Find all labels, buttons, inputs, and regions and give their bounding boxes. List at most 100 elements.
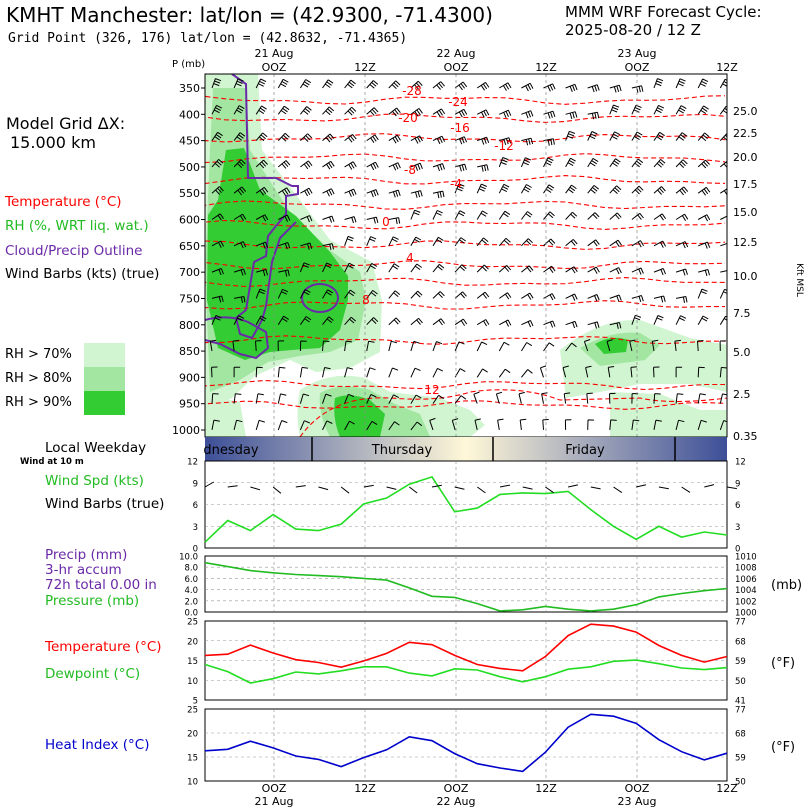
wind-barb	[675, 186, 689, 196]
wind-barb	[565, 111, 578, 120]
surface-wind-barb	[431, 484, 442, 488]
wind-barb	[344, 316, 357, 326]
wind-barb	[322, 160, 335, 170]
wind-barb	[255, 419, 265, 431]
wind-barb	[697, 340, 704, 352]
temperature-contour-label: -28	[402, 84, 422, 98]
wind-barb	[719, 132, 727, 141]
wind-barb	[675, 213, 689, 221]
temperature-contour	[205, 335, 726, 345]
height-tick-label: 12.5	[733, 236, 758, 249]
pressure-tick-label: 650	[179, 240, 200, 253]
pressure-tick-label: 900	[179, 371, 200, 384]
wind-barb	[719, 366, 727, 378]
weekday-gradient	[205, 437, 727, 461]
temperature-contour	[205, 300, 725, 310]
wind-barb	[410, 394, 422, 404]
rh-70-swatch	[84, 343, 125, 367]
wind-barb	[498, 368, 511, 378]
temperature-contour	[299, 389, 727, 437]
wind-barb	[653, 240, 667, 248]
right-tick-label: 9	[735, 479, 740, 489]
pressure-line	[204, 561, 728, 612]
wind-barb	[565, 320, 578, 329]
right-tick-label: 0	[735, 545, 740, 555]
surface-wind-barb	[363, 484, 374, 488]
wind-barb	[476, 319, 490, 327]
wind-barb	[255, 132, 268, 142]
wind-barb	[498, 157, 509, 168]
wind-barb	[653, 159, 666, 168]
wind-barb	[322, 289, 334, 299]
wind-barb	[676, 296, 688, 303]
wind-barb	[631, 158, 644, 168]
height-tick-label: 17.5	[733, 178, 758, 191]
height-tick-label: 7.5	[733, 307, 751, 320]
wind-barb	[473, 391, 480, 404]
wind-barb	[277, 160, 291, 169]
wind-barb	[631, 267, 644, 275]
wind-barb	[344, 367, 354, 378]
wind-barb	[631, 185, 644, 195]
wind-barb	[211, 159, 224, 168]
left-tick-label: 10	[187, 778, 198, 788]
top-date-label: 21 Aug	[255, 47, 294, 60]
surface-wind-barb	[613, 486, 623, 494]
wind-barb	[299, 366, 308, 378]
right-tick-label: 1006	[735, 575, 757, 585]
wind-barb	[432, 263, 445, 273]
right-tick-label: 1000	[735, 609, 757, 619]
wind-barb	[565, 83, 578, 92]
height-tick-label: 15.0	[733, 206, 758, 219]
wind-barb	[322, 340, 330, 352]
wind-speed-label: Wind Spd (kts)	[45, 473, 144, 489]
wind-barb	[631, 240, 645, 248]
surface-wind-barb	[522, 486, 533, 490]
wind-barb	[344, 134, 357, 143]
wind-barb	[543, 110, 556, 119]
wind-barb	[388, 80, 401, 90]
wind-barb	[344, 106, 357, 116]
wind-barb	[322, 215, 335, 223]
wind-barb	[432, 394, 444, 404]
wind-barb	[388, 217, 401, 225]
wind-barb	[366, 216, 379, 224]
wind-barb	[719, 288, 727, 299]
wind-barb	[543, 320, 556, 328]
wind-barb	[587, 185, 600, 194]
wind-barb	[719, 105, 727, 115]
wind-barb	[498, 265, 512, 273]
wind-barb	[542, 419, 549, 430]
top-time-label: OOZ	[444, 61, 469, 74]
wind-barb	[255, 159, 268, 169]
wind-barb	[697, 214, 711, 222]
temperature-contour	[205, 175, 726, 185]
wind-barb	[410, 290, 423, 299]
wind-barb	[410, 162, 423, 171]
wind-barb	[233, 366, 241, 378]
wind-barb	[278, 214, 291, 222]
wind-barb	[322, 262, 333, 273]
bottom-time-label: 12Z	[354, 782, 376, 795]
rh-legend-label: RH (%, WRT liq. wat.)	[5, 218, 149, 234]
wind-barb	[277, 288, 289, 299]
wind-barb	[300, 187, 313, 197]
wind-barb	[277, 132, 290, 142]
wind-barb	[388, 290, 401, 299]
wind-barb	[565, 239, 578, 247]
wind-barb	[454, 341, 465, 352]
wind-barb	[585, 365, 592, 378]
wind-barb	[653, 131, 665, 141]
rh-90-label: RH > 90%	[5, 395, 72, 410]
wind-barb	[388, 367, 399, 378]
temperature-panel: 5 41 10 50 15 59 20 68 25 77	[187, 618, 746, 707]
wind-barb	[563, 392, 571, 404]
left-tick-label: 4.0	[184, 586, 198, 596]
wind-barb	[454, 264, 467, 273]
wind-barb	[675, 159, 688, 168]
surface-wind-barb	[704, 484, 715, 488]
wind-barb	[609, 239, 622, 247]
wind-barb	[432, 209, 443, 220]
wind-barb	[698, 241, 711, 249]
wind-barb	[518, 391, 525, 404]
